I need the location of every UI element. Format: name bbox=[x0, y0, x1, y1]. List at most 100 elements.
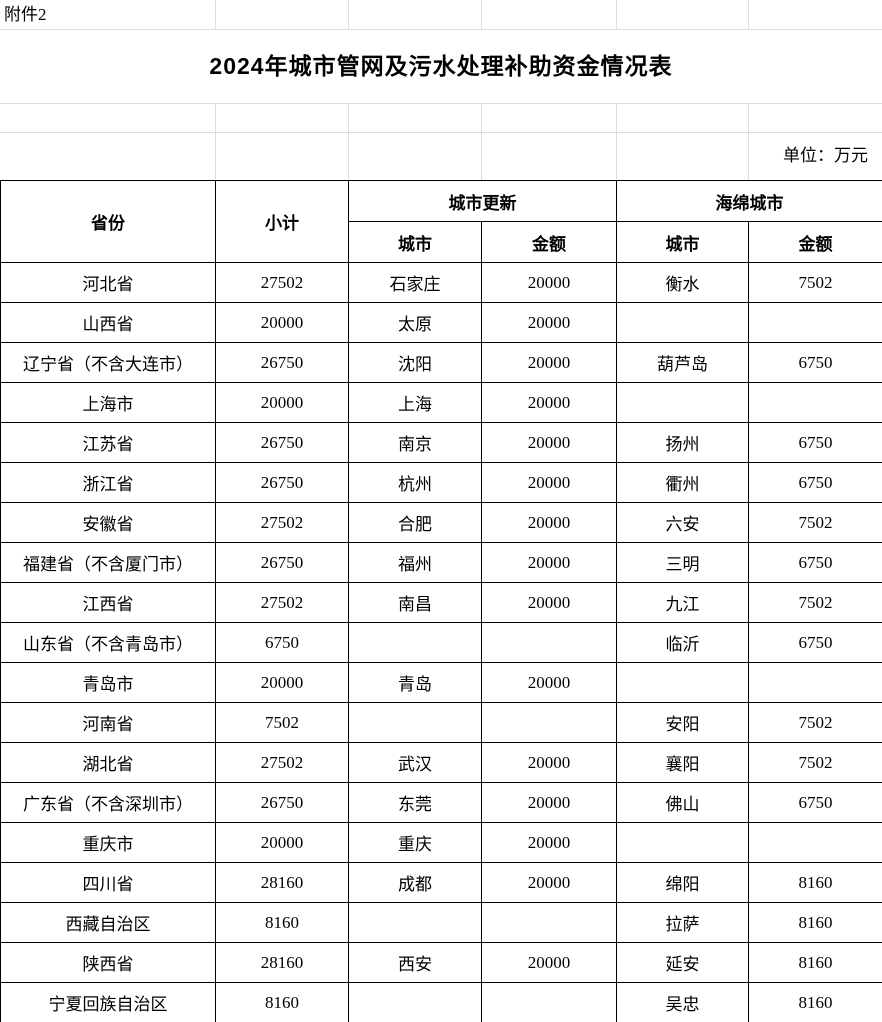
renewal-amount-cell bbox=[481, 982, 617, 1022]
renewal-city-cell: 成都 bbox=[348, 862, 482, 903]
gridline bbox=[0, 103, 882, 104]
table-row: 上海市 20000 上海 20000 bbox=[0, 382, 882, 423]
renewal-amount-cell: 20000 bbox=[481, 302, 617, 343]
sponge-amount-cell: 8160 bbox=[748, 902, 882, 943]
gridline bbox=[0, 132, 882, 133]
renewal-amount-cell: 20000 bbox=[481, 422, 617, 463]
sponge-city-cell: 临沂 bbox=[616, 622, 749, 663]
sponge-city-cell bbox=[616, 382, 749, 423]
header-urban-renewal-group: 城市更新 bbox=[348, 180, 617, 222]
subtotal-cell: 26750 bbox=[215, 782, 349, 823]
sponge-amount-cell: 6750 bbox=[748, 622, 882, 663]
renewal-amount-cell: 20000 bbox=[481, 262, 617, 303]
sponge-amount-cell: 6750 bbox=[748, 542, 882, 583]
table-row: 山东省（不含青岛市） 6750 临沂 6750 bbox=[0, 622, 882, 663]
table-row: 辽宁省（不含大连市） 26750 沈阳 20000 葫芦岛 6750 bbox=[0, 342, 882, 383]
renewal-city-cell: 上海 bbox=[348, 382, 482, 423]
renewal-city-cell: 杭州 bbox=[348, 462, 482, 503]
subsidy-table: 省份 小计 城市更新 海绵城市 城市 金额 城市 金额 河北省 27502 石家庄 2… bbox=[0, 180, 882, 1022]
renewal-city-cell: 石家庄 bbox=[348, 262, 482, 303]
gridline bbox=[616, 0, 617, 29]
gridline bbox=[748, 103, 749, 180]
sponge-amount-cell bbox=[748, 382, 882, 423]
renewal-city-cell: 武汉 bbox=[348, 742, 482, 783]
renewal-city-cell bbox=[348, 982, 482, 1022]
subtotal-cell: 7502 bbox=[215, 702, 349, 743]
subtotal-cell: 27502 bbox=[215, 582, 349, 623]
sponge-amount-cell: 6750 bbox=[748, 782, 882, 823]
sponge-city-cell bbox=[616, 302, 749, 343]
province-cell: 浙江省 bbox=[0, 462, 216, 503]
province-cell: 山西省 bbox=[0, 302, 216, 343]
header-sponge-amount: 金额 bbox=[748, 221, 882, 263]
sponge-city-cell: 拉萨 bbox=[616, 902, 749, 943]
province-cell: 广东省（不含深圳市） bbox=[0, 782, 216, 823]
table-row: 陕西省 28160 西安 20000 延安 8160 bbox=[0, 942, 882, 983]
province-cell: 河南省 bbox=[0, 702, 216, 743]
renewal-city-cell: 合肥 bbox=[348, 502, 482, 543]
sponge-city-cell: 绵阳 bbox=[616, 862, 749, 903]
sponge-city-cell: 葫芦岛 bbox=[616, 342, 749, 383]
province-cell: 辽宁省（不含大连市） bbox=[0, 342, 216, 383]
sponge-amount-cell: 7502 bbox=[748, 702, 882, 743]
gridline bbox=[616, 103, 617, 180]
sponge-city-cell: 襄阳 bbox=[616, 742, 749, 783]
subtotal-cell: 27502 bbox=[215, 742, 349, 783]
province-cell: 山东省（不含青岛市） bbox=[0, 622, 216, 663]
unit-note: 单位：万元 bbox=[783, 146, 868, 165]
attachment-label: 附件2 bbox=[4, 5, 47, 24]
sponge-city-cell: 扬州 bbox=[616, 422, 749, 463]
table-row: 山西省 20000 太原 20000 bbox=[0, 302, 882, 343]
renewal-amount-cell bbox=[481, 622, 617, 663]
sponge-amount-cell: 6750 bbox=[748, 342, 882, 383]
renewal-amount-cell: 20000 bbox=[481, 822, 617, 863]
subtotal-cell: 20000 bbox=[215, 822, 349, 863]
header-sponge-city-group: 海绵城市 bbox=[616, 180, 882, 222]
sponge-amount-cell: 6750 bbox=[748, 422, 882, 463]
province-cell: 湖北省 bbox=[0, 742, 216, 783]
renewal-amount-cell: 20000 bbox=[481, 742, 617, 783]
gridline bbox=[0, 29, 882, 30]
gridline bbox=[481, 0, 482, 29]
subtotal-cell: 8160 bbox=[215, 982, 349, 1022]
province-cell: 安徽省 bbox=[0, 502, 216, 543]
subtotal-cell: 27502 bbox=[215, 502, 349, 543]
table-row: 四川省 28160 成都 20000 绵阳 8160 bbox=[0, 862, 882, 903]
subtotal-cell: 26750 bbox=[215, 342, 349, 383]
sponge-amount-cell: 6750 bbox=[748, 462, 882, 503]
gridline bbox=[348, 103, 349, 180]
sponge-city-cell bbox=[616, 662, 749, 703]
renewal-amount-cell: 20000 bbox=[481, 462, 617, 503]
subtotal-cell: 28160 bbox=[215, 862, 349, 903]
header-subtotal: 小计 bbox=[215, 180, 349, 263]
header-row-sub: 城市 金额 城市 金额 bbox=[1, 221, 882, 263]
renewal-city-cell: 西安 bbox=[348, 942, 482, 983]
table-row: 浙江省 26750 杭州 20000 衢州 6750 bbox=[0, 462, 882, 503]
subtotal-cell: 20000 bbox=[215, 662, 349, 703]
renewal-city-cell bbox=[348, 622, 482, 663]
renewal-amount-cell bbox=[481, 902, 617, 943]
sponge-amount-cell: 8160 bbox=[748, 862, 882, 903]
sponge-amount-cell: 7502 bbox=[748, 262, 882, 303]
sponge-amount-cell: 8160 bbox=[748, 982, 882, 1022]
province-cell: 福建省（不含厦门市） bbox=[0, 542, 216, 583]
gridline bbox=[215, 103, 216, 180]
table-row: 江西省 27502 南昌 20000 九江 7502 bbox=[0, 582, 882, 623]
table-row: 宁夏回族自治区 8160 吴忠 8160 bbox=[0, 982, 882, 1022]
header-renewal-city: 城市 bbox=[348, 221, 482, 263]
sponge-city-cell: 衡水 bbox=[616, 262, 749, 303]
renewal-amount-cell bbox=[481, 702, 617, 743]
sponge-city-cell: 六安 bbox=[616, 502, 749, 543]
header-renewal-amount: 金额 bbox=[481, 221, 617, 263]
subtotal-cell: 28160 bbox=[215, 942, 349, 983]
gridline bbox=[215, 0, 216, 29]
renewal-city-cell: 福州 bbox=[348, 542, 482, 583]
subtotal-cell: 27502 bbox=[215, 262, 349, 303]
renewal-city-cell: 沈阳 bbox=[348, 342, 482, 383]
subtotal-cell: 8160 bbox=[215, 902, 349, 943]
sponge-city-cell: 九江 bbox=[616, 582, 749, 623]
province-cell: 青岛市 bbox=[0, 662, 216, 703]
pre-table-area: 附件2 2024年城市管网及污水处理补助资金情况表 单位：万元 bbox=[0, 0, 882, 180]
renewal-amount-cell: 20000 bbox=[481, 382, 617, 423]
